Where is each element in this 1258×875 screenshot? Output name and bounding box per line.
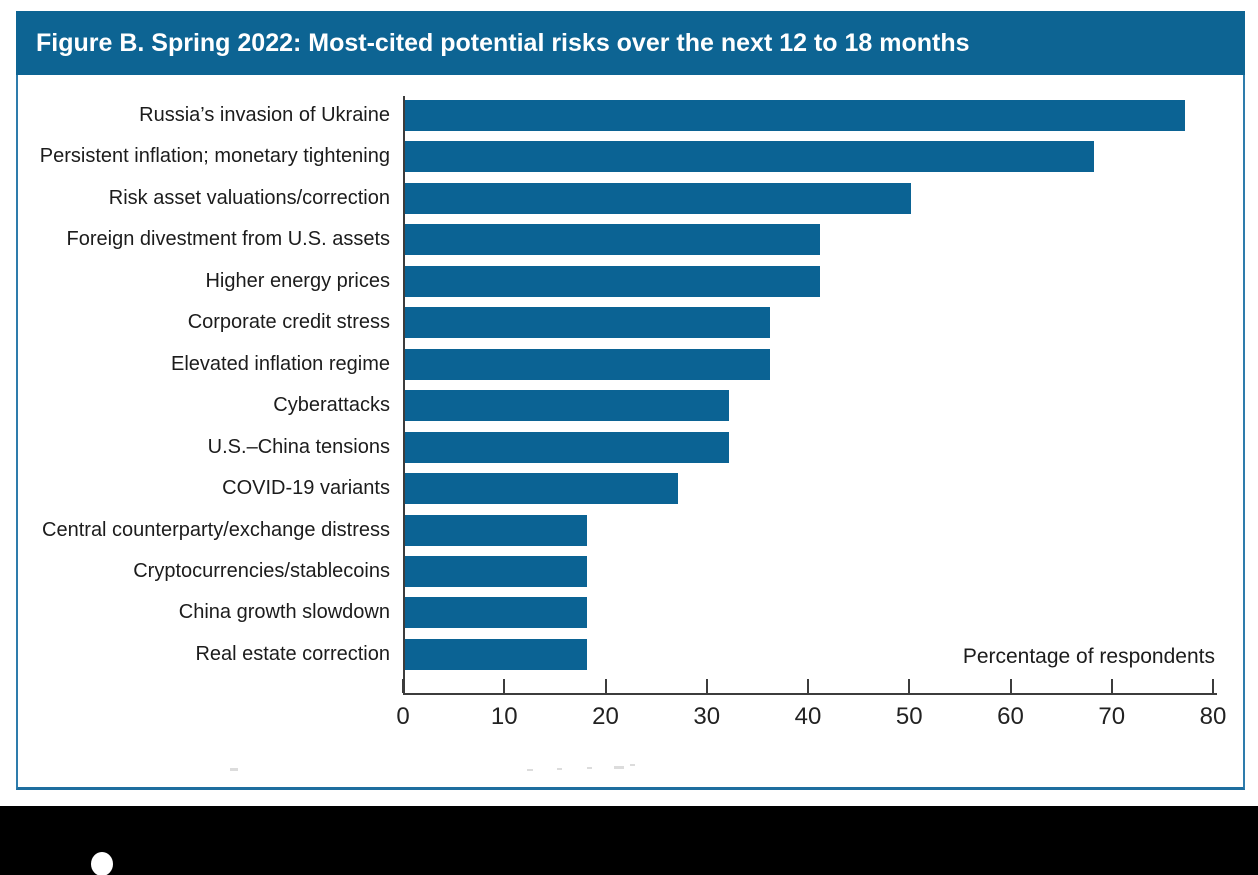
category-label: Risk asset valuations/correction (108, 186, 390, 209)
x-axis-tick-mark (1212, 679, 1214, 693)
y-axis-line (403, 96, 405, 695)
bar (405, 555, 588, 587)
category-label: Real estate correction (195, 642, 390, 665)
x-axis-tick-mark (807, 679, 809, 693)
category-label: Persistent inflation; monetary tightenin… (39, 145, 390, 168)
x-axis-tick-label: 50 (895, 703, 923, 730)
category-label: Cyberattacks (273, 394, 390, 417)
bar (405, 390, 729, 422)
x-axis-tick-label: 70 (1098, 703, 1126, 730)
x-axis-tick-label: 0 (396, 703, 410, 730)
bar-chart-plot-area: Percentage of respondents Russia’s invas… (18, 75, 1243, 787)
x-axis-tick-label: 60 (997, 703, 1024, 730)
category-label: Higher energy prices (205, 269, 390, 292)
x-axis-tick-label: 30 (693, 703, 721, 730)
x-axis-tick-mark (604, 679, 607, 693)
category-label: Central counterparty/exchange distress (42, 518, 390, 541)
figure-title: Figure B. Spring 2022: Most-cited potent… (36, 28, 970, 57)
category-label: Russia’s invasion of Ukraine (139, 104, 390, 126)
footer-band (0, 806, 1258, 875)
x-axis-tick-mark (503, 679, 506, 693)
bar (405, 141, 1094, 173)
bar (405, 100, 1185, 131)
figure-title-bar: Figure B. Spring 2022: Most-cited potent… (16, 11, 1245, 75)
faded-footnote-remnant (557, 768, 562, 770)
chart-box: Percentage of respondents Russia’s invas… (16, 75, 1245, 790)
x-axis-tick-mark (1110, 679, 1113, 693)
category-label: Foreign divestment from U.S. assets (66, 228, 390, 251)
category-label: COVID-19 variants (222, 477, 390, 500)
x-axis-tick-label: 20 (592, 703, 619, 730)
bar (405, 473, 679, 505)
bar (405, 224, 821, 256)
faded-footnote-remnant (527, 769, 533, 771)
category-label: China growth slowdown (178, 601, 390, 624)
bar (405, 514, 588, 546)
x-axis-tick-label: 10 (490, 703, 518, 730)
x-axis-line (403, 693, 1217, 695)
bar (405, 307, 770, 339)
x-axis-tick-mark (705, 679, 708, 693)
category-label: U.S.–China tensions (207, 435, 390, 458)
faded-footnote-remnant (614, 766, 624, 769)
category-label: Corporate credit stress (187, 311, 390, 334)
x-axis-tick-mark (402, 679, 404, 693)
x-axis-tick-mark (908, 679, 911, 693)
bar (405, 265, 821, 297)
category-label: Elevated inflation regime (170, 352, 390, 375)
x-axis-tick-mark (1009, 679, 1012, 693)
bar (405, 597, 588, 629)
bar (405, 348, 770, 380)
faded-footnote-remnant (587, 767, 592, 769)
bar (405, 431, 729, 463)
x-axis-tick-label: 40 (794, 703, 822, 730)
bar (405, 638, 588, 670)
category-label: Cryptocurrencies/stablecoins (133, 559, 390, 582)
faded-footnote-remnant (630, 764, 635, 766)
x-axis-tick-label: 80 (1199, 703, 1227, 730)
footer-dot (91, 852, 113, 875)
bar (405, 182, 912, 214)
faded-footnote-remnant (230, 768, 238, 771)
